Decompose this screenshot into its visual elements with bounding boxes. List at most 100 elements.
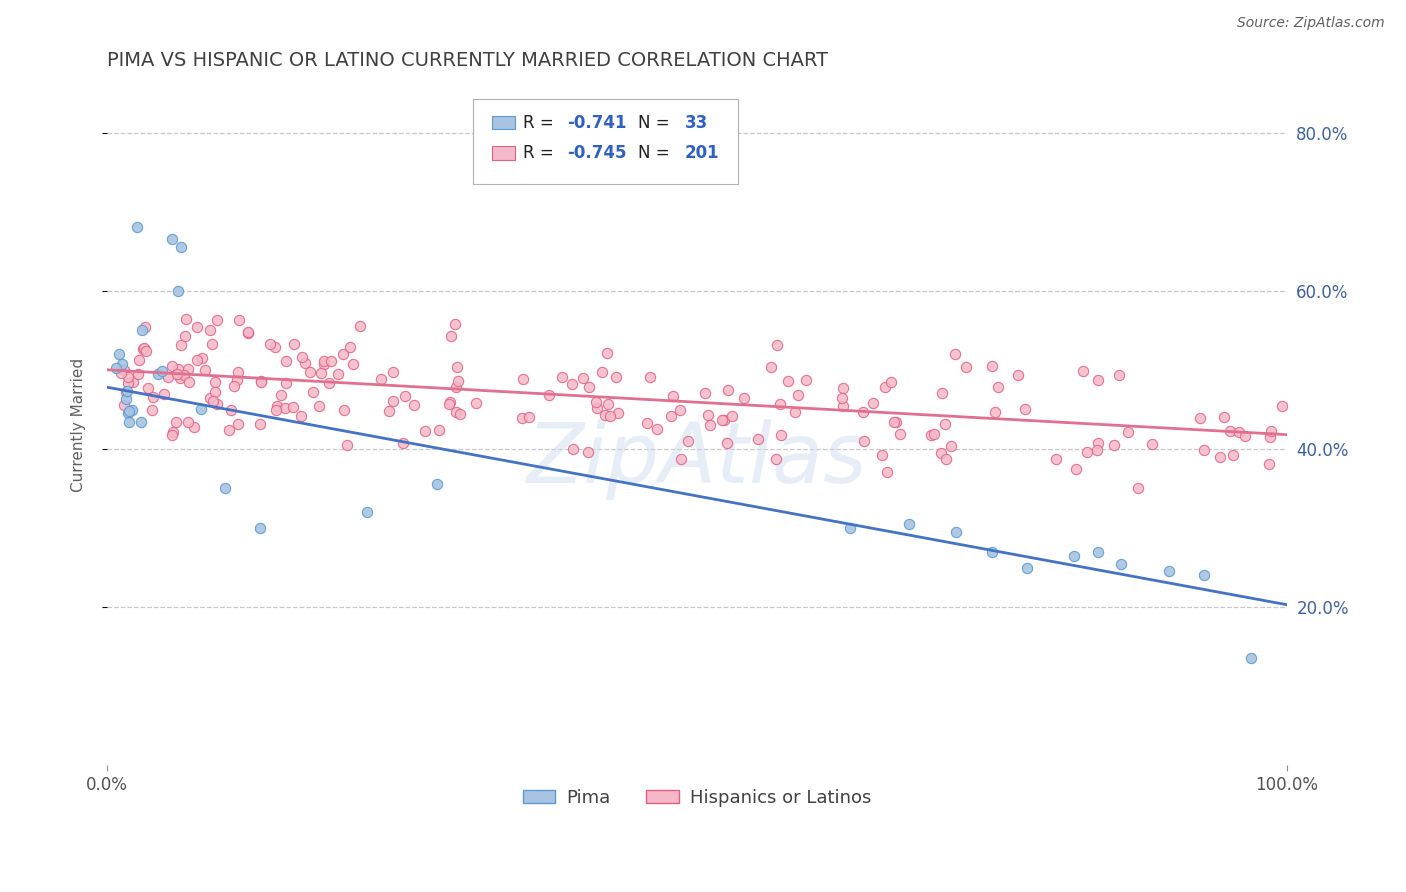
Point	[662, 389, 685, 403]
Point	[266, 399, 288, 413]
Point	[238, 326, 260, 341]
Point	[716, 435, 738, 450]
Point	[759, 360, 782, 375]
Point	[1189, 411, 1212, 425]
Point	[226, 373, 249, 387]
Point	[264, 340, 287, 354]
Text: -0.741: -0.741	[567, 113, 627, 131]
Point	[678, 434, 700, 448]
Text: 201: 201	[685, 145, 720, 162]
Point	[955, 359, 977, 374]
Point	[177, 361, 200, 376]
Point	[186, 320, 208, 334]
Point	[889, 427, 911, 442]
Point	[118, 404, 141, 418]
Point	[765, 452, 787, 467]
Point	[314, 357, 336, 371]
Point	[638, 370, 661, 384]
Point	[1014, 401, 1036, 416]
Point	[699, 418, 721, 433]
Point	[1209, 450, 1232, 464]
Point	[238, 325, 260, 339]
Point	[250, 376, 273, 390]
Point	[1087, 436, 1109, 450]
Point	[697, 408, 720, 422]
Point	[110, 366, 132, 380]
Point	[449, 407, 471, 421]
Point	[1157, 565, 1180, 579]
Point	[599, 409, 621, 423]
Point	[146, 367, 169, 381]
Point	[226, 417, 249, 431]
Point	[512, 372, 534, 386]
Point	[104, 360, 127, 375]
Point	[166, 284, 188, 298]
Point	[983, 405, 1005, 419]
Point	[299, 365, 322, 379]
Point	[309, 366, 332, 380]
Point	[162, 425, 184, 439]
Point	[141, 402, 163, 417]
Point	[1108, 368, 1130, 382]
Point	[356, 505, 378, 519]
Point	[659, 409, 682, 423]
Point	[879, 375, 901, 389]
Point	[114, 398, 136, 412]
Text: Source: ZipAtlas.com: Source: ZipAtlas.com	[1237, 16, 1385, 30]
Point	[561, 376, 583, 391]
Point	[249, 521, 271, 535]
Point	[1233, 428, 1256, 442]
Point	[1071, 364, 1094, 378]
Point	[274, 354, 297, 368]
Point	[190, 402, 212, 417]
Point	[332, 403, 354, 417]
Point	[170, 338, 193, 352]
Point	[201, 336, 224, 351]
Point	[179, 376, 201, 390]
Point	[312, 354, 335, 368]
Point	[1111, 557, 1133, 571]
Point	[115, 384, 138, 399]
Point	[115, 392, 138, 406]
Legend: Pima, Hispanics or Latinos: Pima, Hispanics or Latinos	[516, 781, 879, 814]
Point	[446, 360, 468, 375]
Point	[228, 313, 250, 327]
Point	[132, 341, 155, 355]
Point	[693, 385, 716, 400]
Point	[572, 371, 595, 385]
Point	[173, 368, 195, 382]
Point	[607, 406, 630, 420]
Point	[1064, 462, 1087, 476]
Point	[747, 433, 769, 447]
Point	[426, 477, 449, 491]
Point	[922, 426, 945, 441]
Point	[190, 351, 212, 366]
Point	[173, 329, 195, 343]
Point	[177, 415, 200, 429]
Point	[765, 337, 787, 351]
Point	[939, 439, 962, 453]
Point	[1258, 457, 1281, 471]
Point	[446, 374, 468, 388]
Point	[222, 378, 245, 392]
Point	[128, 353, 150, 368]
Point	[318, 376, 340, 390]
Point	[831, 391, 853, 405]
Point	[898, 516, 921, 531]
Point	[125, 220, 148, 235]
Point	[945, 524, 967, 539]
FancyBboxPatch shape	[492, 116, 515, 129]
Point	[170, 240, 193, 254]
Point	[884, 416, 907, 430]
Point	[934, 417, 956, 431]
Point	[117, 376, 139, 391]
Point	[1222, 449, 1244, 463]
Point	[166, 362, 188, 376]
Point	[1076, 445, 1098, 459]
Point	[1087, 544, 1109, 558]
Point	[1227, 425, 1250, 439]
Point	[1017, 560, 1039, 574]
Point	[294, 355, 316, 369]
Point	[169, 371, 191, 385]
Point	[160, 232, 183, 246]
